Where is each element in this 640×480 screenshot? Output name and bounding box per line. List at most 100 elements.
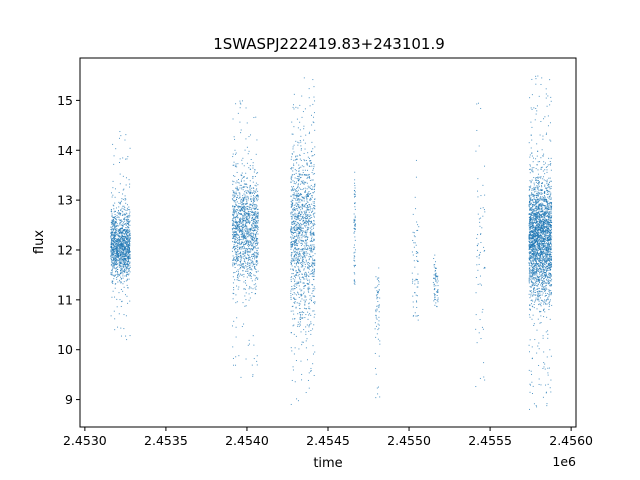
- data-point: [546, 236, 548, 238]
- data-point: [243, 212, 245, 214]
- data-point: [305, 331, 307, 333]
- data-point: [245, 251, 247, 253]
- data-point: [304, 240, 306, 242]
- data-point: [125, 209, 127, 211]
- data-point: [538, 281, 540, 283]
- data-point: [300, 135, 302, 137]
- data-point: [292, 187, 294, 189]
- data-point: [312, 186, 314, 188]
- data-point: [254, 252, 256, 254]
- data-point: [538, 205, 540, 207]
- data-point: [117, 263, 119, 265]
- data-point: [245, 222, 247, 224]
- data-point: [254, 226, 256, 228]
- data-point: [250, 240, 252, 242]
- data-point: [126, 236, 128, 238]
- data-point: [304, 253, 306, 255]
- data-point: [238, 198, 240, 199]
- data-point: [293, 151, 295, 153]
- data-point: [242, 200, 244, 202]
- data-point: [479, 251, 481, 253]
- data-point: [121, 234, 123, 236]
- data-point: [117, 229, 119, 231]
- data-point: [111, 259, 113, 261]
- data-point: [354, 196, 355, 198]
- data-point: [295, 253, 297, 255]
- data-point: [257, 225, 259, 227]
- data-point: [115, 251, 117, 253]
- data-point: [126, 269, 128, 271]
- data-point: [314, 253, 316, 255]
- data-point: [116, 298, 118, 300]
- data-point: [290, 288, 292, 290]
- data-point: [239, 102, 241, 104]
- data-point: [244, 288, 246, 290]
- data-point: [374, 309, 376, 311]
- data-point: [293, 241, 295, 243]
- data-point: [126, 216, 128, 218]
- data-point: [116, 249, 118, 251]
- data-point: [251, 224, 253, 226]
- data-point: [304, 248, 306, 250]
- data-point: [117, 210, 119, 212]
- data-point: [233, 210, 235, 212]
- data-point: [302, 188, 304, 190]
- data-point: [248, 262, 250, 264]
- data-point: [304, 295, 306, 297]
- data-point: [232, 190, 234, 192]
- data-point: [478, 145, 480, 147]
- data-point: [237, 211, 239, 213]
- data-point: [312, 201, 314, 203]
- data-point: [117, 224, 119, 226]
- data-point: [252, 288, 254, 290]
- data-point: [247, 344, 249, 346]
- data-point: [378, 316, 380, 318]
- data-point: [301, 174, 303, 176]
- data-point: [254, 224, 256, 226]
- data-point: [118, 257, 120, 259]
- data-point: [300, 314, 302, 316]
- data-point: [236, 238, 238, 240]
- data-point: [310, 270, 312, 272]
- data-point: [239, 236, 241, 238]
- data-point: [529, 272, 531, 274]
- data-point: [114, 255, 116, 257]
- data-point: [547, 203, 549, 205]
- data-point: [476, 103, 478, 105]
- data-point: [118, 274, 120, 276]
- data-point: [307, 192, 309, 194]
- data-point: [240, 174, 242, 176]
- data-point: [251, 255, 253, 257]
- data-point: [123, 240, 125, 242]
- data-point: [125, 220, 127, 222]
- data-point: [297, 236, 299, 238]
- data-point: [113, 246, 115, 248]
- data-point: [234, 228, 236, 230]
- data-point: [313, 260, 315, 262]
- data-point: [250, 236, 252, 238]
- data-point: [308, 176, 310, 178]
- data-point: [237, 259, 239, 261]
- data-point: [304, 242, 306, 244]
- data-point: [541, 276, 543, 278]
- data-point: [378, 355, 380, 357]
- data-point: [232, 276, 234, 278]
- data-point: [530, 275, 532, 277]
- data-point: [305, 216, 307, 218]
- data-point: [241, 233, 243, 235]
- data-point: [255, 261, 257, 263]
- data-point: [255, 283, 257, 285]
- data-point: [240, 213, 242, 215]
- data-point: [314, 186, 316, 188]
- data-point: [251, 260, 253, 262]
- data-point: [257, 208, 259, 210]
- data-point: [378, 291, 379, 293]
- data-point: [248, 167, 250, 169]
- data-point: [248, 240, 250, 242]
- data-point: [309, 187, 311, 189]
- data-point: [291, 227, 293, 229]
- data-point: [434, 270, 436, 272]
- data-point: [546, 261, 548, 263]
- data-point: [239, 227, 241, 229]
- data-point: [248, 221, 250, 223]
